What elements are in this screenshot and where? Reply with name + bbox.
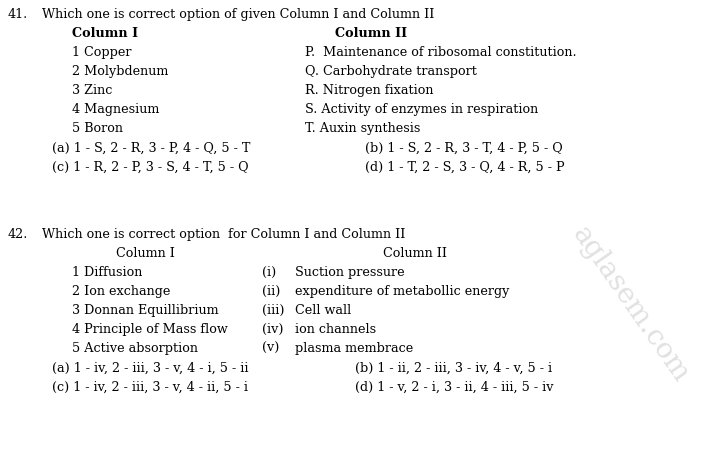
Text: Cell wall: Cell wall: [295, 304, 352, 317]
Text: Q. Carbohydrate transport: Q. Carbohydrate transport: [305, 65, 477, 78]
Text: Suction pressure: Suction pressure: [295, 266, 405, 279]
Text: Which one is correct option of given Column I and Column II: Which one is correct option of given Col…: [42, 8, 435, 21]
Text: plasma membrace: plasma membrace: [295, 342, 413, 355]
Text: (b) 1 - S, 2 - R, 3 - T, 4 - P, 5 - Q: (b) 1 - S, 2 - R, 3 - T, 4 - P, 5 - Q: [365, 142, 563, 155]
Text: T. Auxin synthesis: T. Auxin synthesis: [305, 122, 420, 135]
Text: 1 Copper: 1 Copper: [72, 46, 132, 59]
Text: (c) 1 - iv, 2 - iii, 3 - v, 4 - ii, 5 - i: (c) 1 - iv, 2 - iii, 3 - v, 4 - ii, 5 - …: [52, 381, 248, 394]
Text: 3 Zinc: 3 Zinc: [72, 84, 112, 97]
Text: S. Activity of enzymes in respiration: S. Activity of enzymes in respiration: [305, 103, 538, 116]
Text: (v): (v): [262, 342, 279, 355]
Text: (iii): (iii): [262, 304, 284, 317]
Text: Column I: Column I: [72, 27, 138, 40]
Text: (b) 1 - ii, 2 - iii, 3 - iv, 4 - v, 5 - i: (b) 1 - ii, 2 - iii, 3 - iv, 4 - v, 5 - …: [355, 362, 552, 375]
Text: 5 Boron: 5 Boron: [72, 122, 123, 135]
Text: Column II: Column II: [383, 247, 447, 260]
Text: (a) 1 - S, 2 - R, 3 - P, 4 - Q, 5 - T: (a) 1 - S, 2 - R, 3 - P, 4 - Q, 5 - T: [52, 142, 251, 155]
Text: 2 Ion exchange: 2 Ion exchange: [72, 285, 170, 298]
Text: aglasem.com: aglasem.com: [566, 222, 694, 388]
Text: (ii): (ii): [262, 285, 281, 298]
Text: expenditure of metabollic energy: expenditure of metabollic energy: [295, 285, 509, 298]
Text: 42.: 42.: [8, 228, 29, 241]
Text: 5 Active absorption: 5 Active absorption: [72, 342, 198, 355]
Text: (c) 1 - R, 2 - P, 3 - S, 4 - T, 5 - Q: (c) 1 - R, 2 - P, 3 - S, 4 - T, 5 - Q: [52, 161, 248, 174]
Text: (i): (i): [262, 266, 276, 279]
Text: (d) 1 - T, 2 - S, 3 - Q, 4 - R, 5 - P: (d) 1 - T, 2 - S, 3 - Q, 4 - R, 5 - P: [365, 161, 565, 174]
Text: 4 Principle of Mass flow: 4 Principle of Mass flow: [72, 323, 228, 336]
Text: R. Nitrogen fixation: R. Nitrogen fixation: [305, 84, 433, 97]
Text: Which one is correct option  for Column I and Column II: Which one is correct option for Column I…: [42, 228, 405, 241]
Text: 41.: 41.: [8, 8, 28, 21]
Text: (d) 1 - v, 2 - i, 3 - ii, 4 - iii, 5 - iv: (d) 1 - v, 2 - i, 3 - ii, 4 - iii, 5 - i…: [355, 381, 553, 394]
Text: 4 Magnesium: 4 Magnesium: [72, 103, 160, 116]
Text: (a) 1 - iv, 2 - iii, 3 - v, 4 - i, 5 - ii: (a) 1 - iv, 2 - iii, 3 - v, 4 - i, 5 - i…: [52, 362, 248, 375]
Text: ion channels: ion channels: [295, 323, 376, 336]
Text: P.  Maintenance of ribosomal constitution.: P. Maintenance of ribosomal constitution…: [305, 46, 576, 59]
Text: 3 Donnan Equillibrium: 3 Donnan Equillibrium: [72, 304, 218, 317]
Text: 1 Diffusion: 1 Diffusion: [72, 266, 142, 279]
Text: Column II: Column II: [335, 27, 407, 40]
Text: (iv): (iv): [262, 323, 284, 336]
Text: Column I: Column I: [115, 247, 175, 260]
Text: 2 Molybdenum: 2 Molybdenum: [72, 65, 168, 78]
